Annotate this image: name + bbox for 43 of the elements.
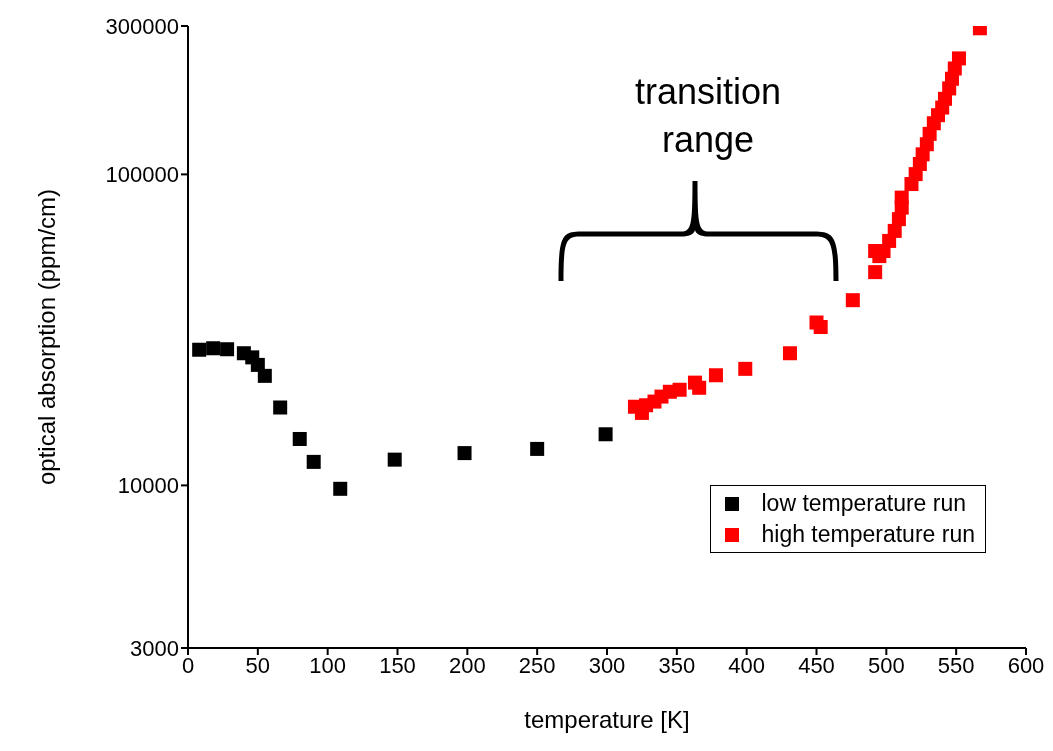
x-tick-label: 150 — [379, 652, 416, 678]
point — [333, 481, 348, 496]
y-tick-label: 300000 — [105, 13, 179, 39]
point — [708, 368, 723, 383]
x-tick-label: 300 — [588, 652, 626, 678]
legend-label: high temperature run — [761, 520, 975, 549]
point — [457, 446, 472, 461]
y-tick-label: 100000 — [105, 162, 179, 188]
y-axis-title: optical absorption (ppm/cm) — [32, 188, 60, 486]
point — [813, 320, 828, 335]
y-tick-label: 10000 — [117, 473, 179, 499]
point — [292, 431, 307, 446]
point — [868, 265, 883, 280]
point — [206, 341, 221, 356]
x-tick-label: 0 — [181, 652, 195, 678]
point — [387, 452, 402, 467]
point — [257, 368, 272, 383]
point — [845, 293, 860, 308]
annotation: transition range — [633, 70, 783, 162]
x-tick-label: 600 — [1007, 652, 1045, 678]
y-tick-label: 3000 — [130, 635, 179, 661]
x-tick-label: 200 — [448, 652, 486, 678]
point — [598, 427, 613, 442]
x-tick-label: 550 — [937, 652, 975, 678]
x-tick-label: 250 — [518, 652, 556, 678]
x-axis-title: temperature [K] — [524, 706, 690, 733]
x-tick-label: 350 — [658, 652, 696, 678]
point — [273, 400, 288, 415]
point — [782, 346, 797, 361]
point — [220, 342, 235, 357]
point — [530, 441, 545, 456]
x-tick-label: 400 — [728, 652, 766, 678]
point — [192, 342, 207, 357]
point — [894, 190, 909, 205]
x-tick-label: 450 — [798, 652, 835, 678]
x-tick-label: 50 — [245, 652, 271, 678]
point — [672, 382, 687, 397]
x-tick-label: 500 — [867, 652, 905, 678]
legend-label: low temperature run — [761, 489, 967, 518]
point — [306, 454, 321, 469]
point — [738, 361, 753, 376]
point — [951, 51, 966, 66]
x-tick-label: 100 — [309, 652, 347, 678]
